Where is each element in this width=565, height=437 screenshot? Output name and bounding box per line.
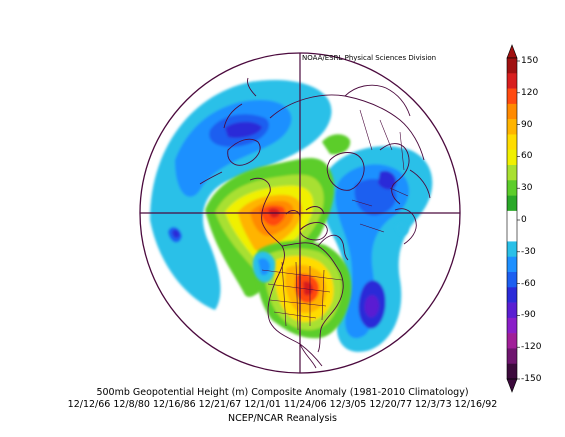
colorbar-segment: [507, 256, 517, 273]
composite-dates: 12/12/66 12/8/80 12/16/86 12/21/67 12/1/…: [67, 399, 498, 410]
colorbar-segment: [507, 226, 517, 242]
colorbar-tick-label: 150: [521, 56, 539, 66]
colorbar-segment: [507, 88, 517, 105]
colorbar-segment: [507, 149, 517, 166]
colorbar-segment: [507, 363, 517, 380]
colorbar-tick-label: -30: [521, 246, 536, 257]
colorbar-tick-label: 30: [521, 183, 533, 194]
colorbar-top-arrow: [506, 44, 518, 59]
colorbar-segment: [507, 195, 517, 212]
colorbar-frame: [506, 57, 518, 380]
colorbar-tick-label: -60: [521, 278, 536, 289]
data-source: NCEP/NCAR Reanalysis: [227, 413, 337, 424]
arctic-positive-anomaly: [205, 158, 335, 297]
colorbar-tick-label: 120: [521, 87, 539, 98]
figure-title: 500mb Geopotential Height (m) Composite …: [96, 387, 469, 398]
colorbar-segment: [507, 119, 517, 135]
colorbar-tick-label: 60: [521, 151, 533, 162]
colorbar-segment: [507, 73, 517, 89]
political-boundaries: [261, 109, 409, 331]
colorbar-segment: [507, 134, 517, 151]
minor-positive-patches: [322, 134, 409, 236]
colorbar-segment: [507, 287, 517, 303]
colorbar-tick-label: -120: [521, 342, 542, 353]
colorbar-segment: [507, 165, 517, 181]
colorbar-segment: [507, 333, 517, 349]
colorbar-segment: [507, 272, 517, 288]
map-boundary-circle: [139, 52, 461, 374]
colorbar-tick-label: -150: [521, 374, 542, 384]
colorbar: [506, 44, 520, 393]
credit-label: NOAA/ESRL Physical Sciences Division: [302, 54, 437, 62]
colorbar-segment: [507, 210, 517, 227]
colorbar-tick-label: -90: [521, 310, 536, 321]
colorbar-segment: [507, 317, 517, 334]
colorbar-tick-label: 0: [521, 215, 527, 225]
pacific-negative-anomaly: [150, 79, 332, 310]
colorbar-segment: [507, 302, 517, 319]
colorbar-segment: [507, 348, 517, 365]
colorbar-segment: [507, 58, 517, 74]
colorbar-tick-label: 90: [521, 119, 533, 130]
anomaly-field: [140, 53, 460, 373]
colorbar-segment: [507, 241, 517, 258]
colorbar-segment: [507, 103, 517, 120]
colorbar-segment: [507, 180, 517, 196]
